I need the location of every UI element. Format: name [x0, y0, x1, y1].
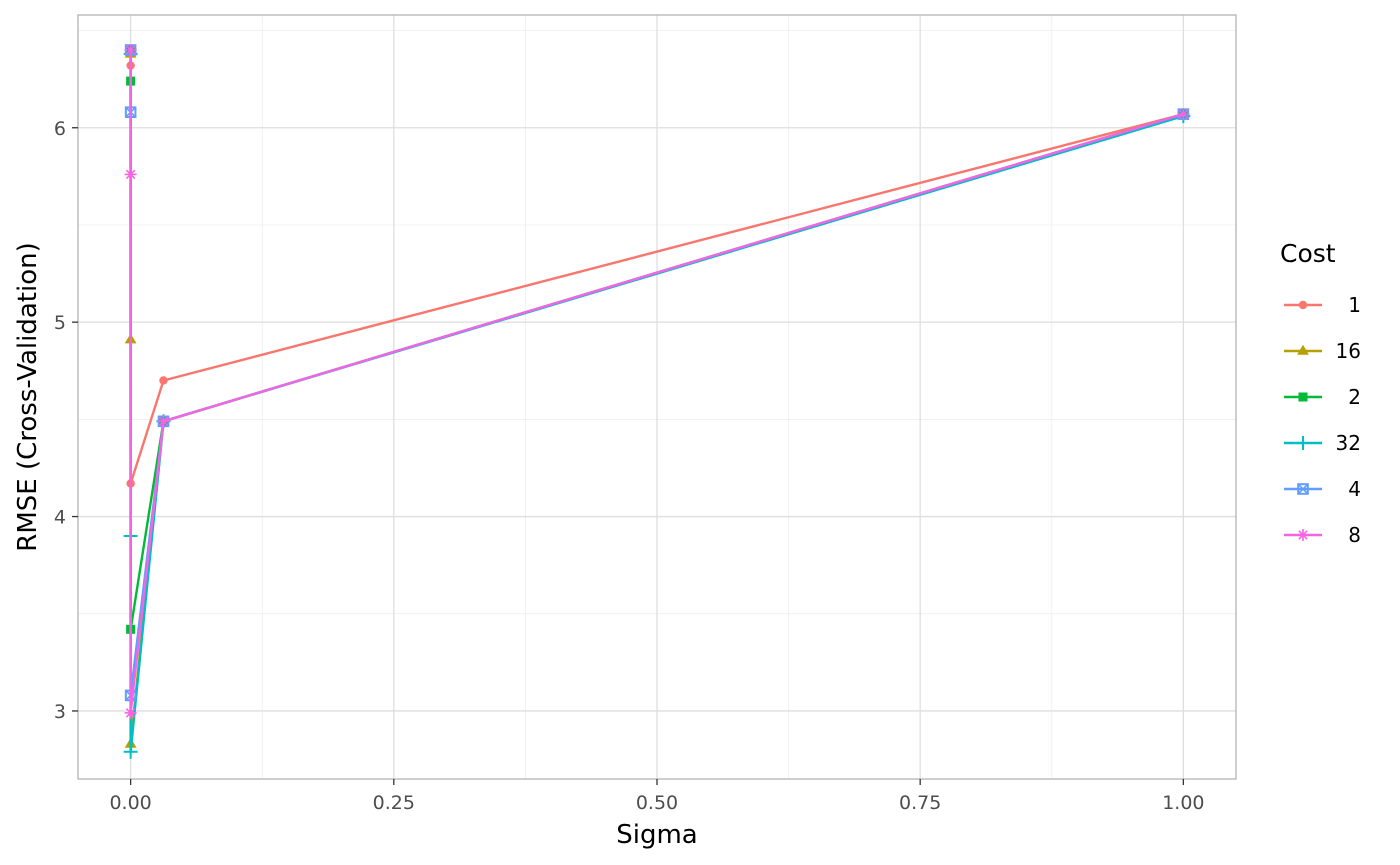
legend-key-marker-2	[1298, 392, 1308, 402]
x-axis-title: Sigma	[616, 820, 698, 850]
legend-item-2: 2	[1284, 385, 1361, 409]
data-point-8-4	[124, 43, 137, 56]
series-layer	[123, 43, 1191, 759]
x-tick-label: 0.75	[899, 792, 941, 814]
y-tick-label: 6	[54, 118, 66, 140]
x-tick-label: 1.00	[1162, 792, 1204, 814]
x-tick-label: 0.00	[109, 792, 151, 814]
data-point-8-3	[124, 168, 137, 181]
y-tick-label: 5	[54, 312, 66, 334]
legend-item-4: 4	[1284, 477, 1361, 501]
legend-title: Cost	[1280, 239, 1336, 268]
legend-label-16: 16	[1336, 339, 1361, 363]
y-axis-title: RMSE (Cross-Validation)	[13, 242, 43, 552]
y-tick-label: 4	[54, 507, 66, 529]
legend-key-marker-1	[1298, 300, 1308, 310]
x-tick-label: 0.50	[636, 792, 678, 814]
legend-key-marker-32	[1296, 436, 1310, 450]
legend-items: 1 16 2 32 4 8	[1284, 293, 1361, 547]
series-8	[124, 43, 1190, 719]
legend-key-marker-4-d2	[1297, 483, 1309, 495]
data-point-8-0	[1177, 108, 1190, 121]
legend-label-32: 32	[1336, 431, 1361, 455]
legend-key-marker-4-box	[1297, 483, 1309, 495]
data-point-1-1	[159, 376, 168, 385]
legend-key-marker-16	[1297, 344, 1309, 355]
legend-label-1: 1	[1348, 293, 1361, 317]
tick-labels: 0.00 0.25 0.50 0.75 1.00 3 4 5 6	[54, 118, 1205, 814]
data-point-32-2	[123, 744, 138, 759]
data-point-8-1	[157, 415, 170, 428]
legend-item-16: 16	[1284, 339, 1361, 363]
legend-key-marker-8	[1297, 529, 1309, 541]
legend-item-1: 1	[1284, 293, 1361, 317]
legend-label-8: 8	[1348, 523, 1361, 547]
legend-label-4: 4	[1348, 477, 1361, 501]
legend-item-32: 32	[1284, 431, 1361, 455]
grid-major	[78, 15, 1236, 779]
data-point-8-2	[124, 706, 137, 719]
axis-ticks	[72, 127, 1185, 785]
legend: Cost 1 16 2 32 4 8	[1280, 239, 1361, 547]
x-tick-label: 0.25	[373, 792, 415, 814]
legend-label-2: 2	[1348, 385, 1361, 409]
legend-item-8: 8	[1284, 523, 1361, 547]
legend-key-marker-4	[1297, 483, 1309, 495]
y-tick-label: 3	[54, 701, 66, 723]
